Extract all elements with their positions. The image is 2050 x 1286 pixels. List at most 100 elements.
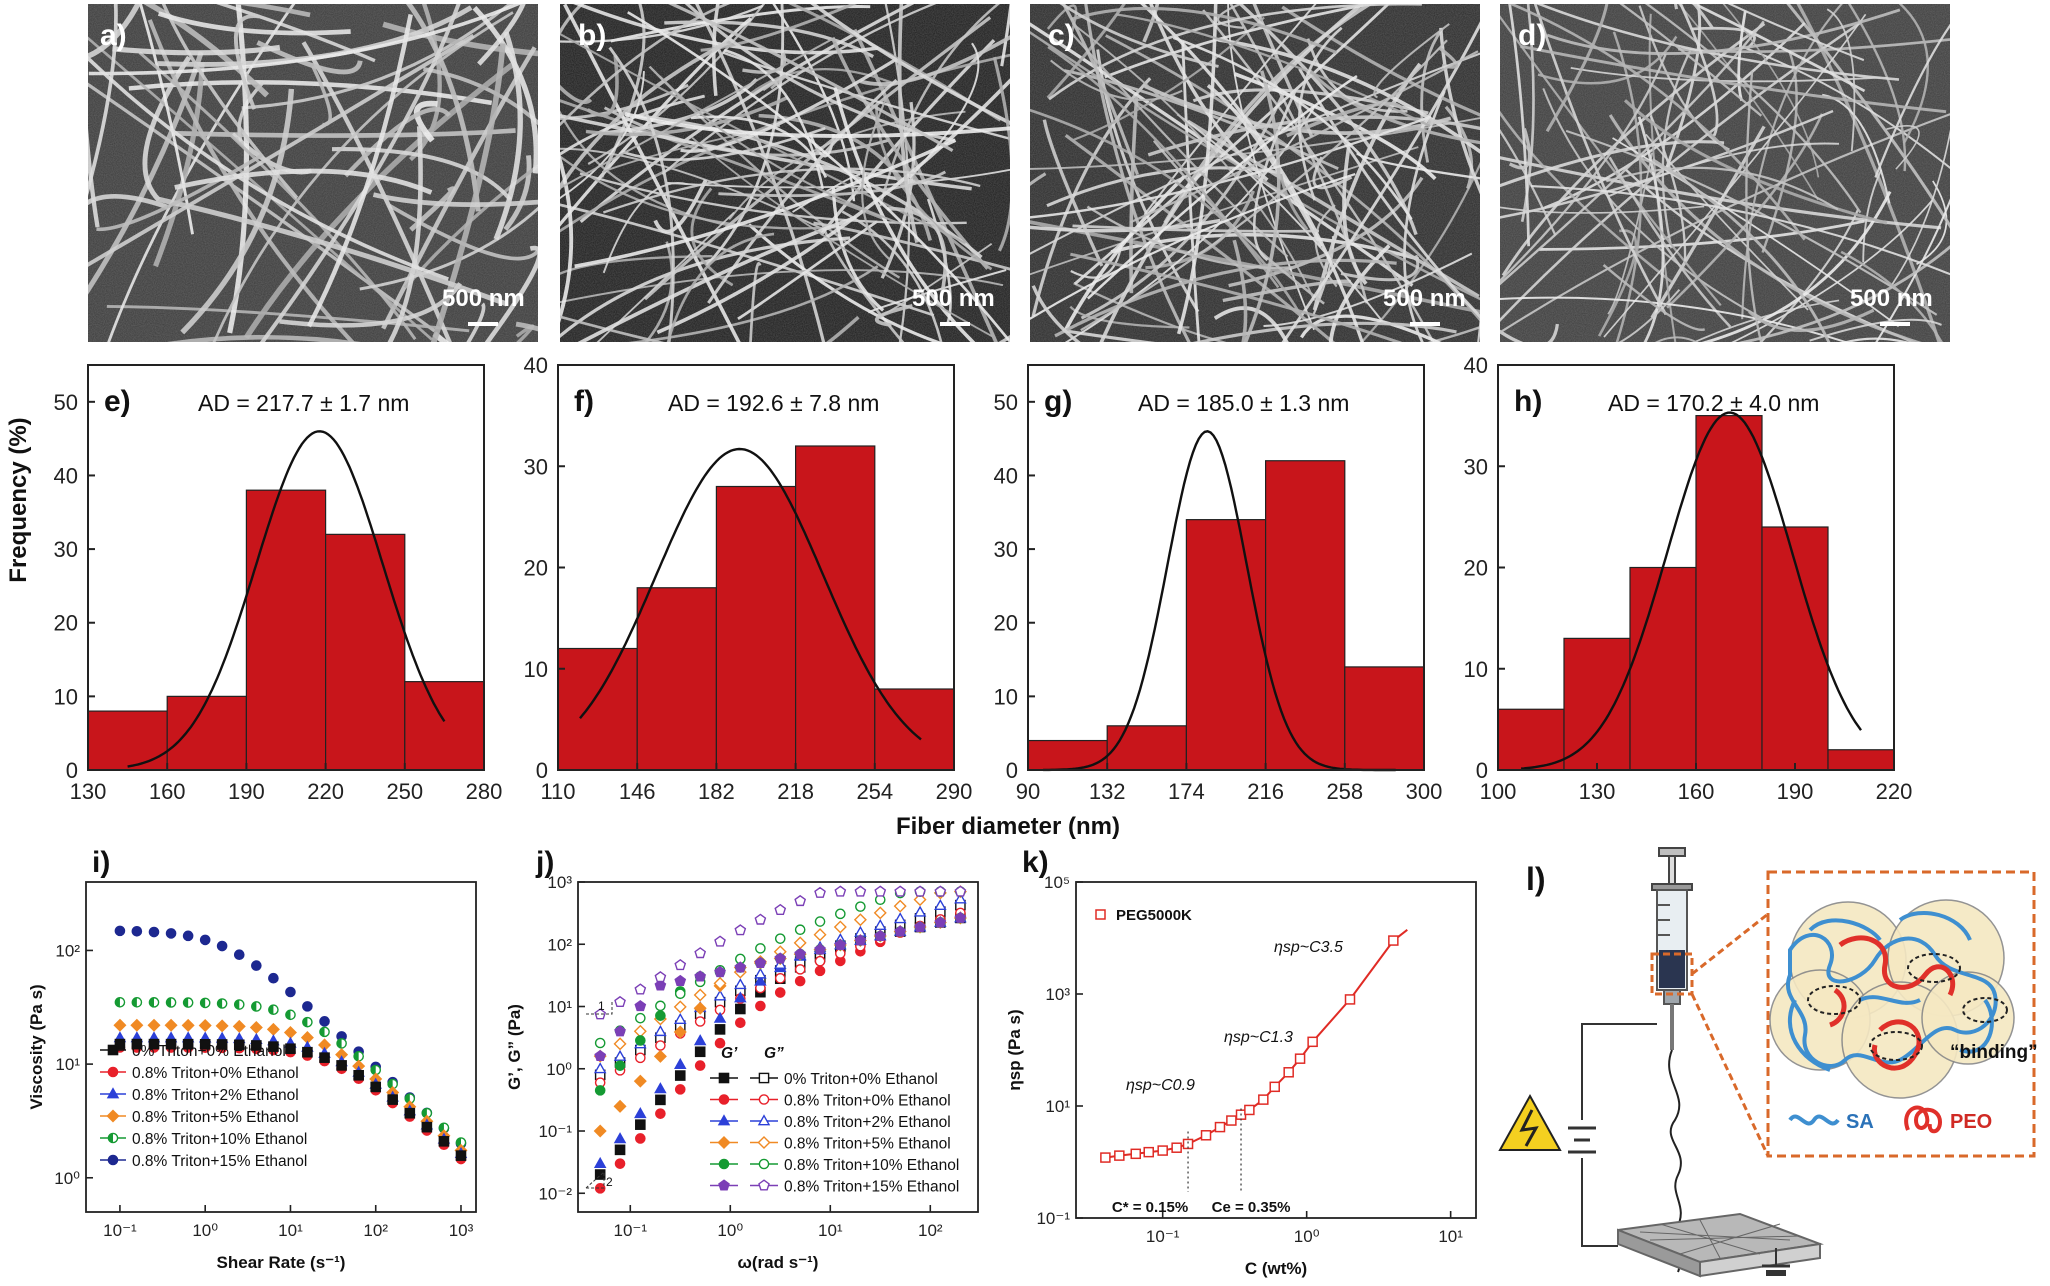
data-point	[758, 1072, 770, 1084]
x-tick-label: 100	[1480, 779, 1517, 804]
data-point	[717, 1114, 731, 1126]
scaling-label: ηsp~C3.5	[1274, 939, 1343, 956]
y-tick-label: 10	[524, 657, 548, 682]
data-point	[714, 935, 726, 947]
histogram-bar	[558, 647, 638, 770]
data-point	[1244, 1104, 1255, 1116]
circuit-wire	[1581, 1023, 1657, 1120]
data-point	[614, 1060, 626, 1071]
data-point	[113, 1018, 127, 1032]
x-tick-label: 160	[149, 779, 186, 804]
binding-label: “binding”	[1950, 1042, 2038, 1063]
data-point	[894, 885, 907, 897]
data-point	[718, 1094, 730, 1105]
data-point	[893, 899, 907, 913]
data-point	[181, 1018, 195, 1032]
data-point	[131, 1038, 143, 1050]
data-point	[694, 1016, 706, 1027]
legend-entry: PEG5000K	[1116, 907, 1192, 924]
data-point	[164, 1018, 178, 1032]
data-point	[693, 1034, 707, 1046]
schematic-letter: l)	[1526, 861, 1546, 897]
data-point	[613, 1049, 627, 1061]
electrospinning-schematic: l)	[1498, 847, 2038, 1278]
data-point	[855, 901, 866, 912]
data-point	[1258, 1094, 1269, 1105]
data-point	[285, 1043, 296, 1055]
data-point	[814, 916, 826, 927]
legend-entry: 0.8% Triton+0% Ethanol	[132, 1065, 299, 1082]
data-point	[455, 1150, 467, 1161]
data-point	[794, 975, 806, 987]
data-point	[233, 999, 245, 1010]
data-point	[251, 1001, 262, 1012]
plot-frame	[1027, 364, 1425, 771]
marker-fill	[285, 1010, 291, 1020]
legend-entry: 0.8% Triton+15% Ethanol	[784, 1179, 959, 1196]
data-point	[266, 1022, 280, 1036]
x-tick-label: 218	[777, 779, 814, 804]
histogram-bar	[1629, 566, 1697, 770]
data-point	[655, 1000, 666, 1012]
fiber	[166, 334, 361, 342]
data-point	[654, 979, 667, 991]
histogram-bar	[166, 695, 247, 770]
data-point	[593, 1062, 607, 1074]
data-point	[613, 1132, 627, 1144]
data-point	[613, 1099, 627, 1113]
y-tick-label: 30	[54, 537, 78, 562]
data-point	[754, 974, 767, 986]
x-tick-label: 10⁻¹	[1146, 1227, 1180, 1246]
y-tick-label: 10⁻²	[538, 1184, 572, 1203]
y-tick-label: 10⁻¹	[538, 1122, 572, 1141]
x-tick-label: 10²	[363, 1221, 388, 1240]
data-point	[319, 1052, 330, 1063]
fiber	[1842, 337, 1910, 342]
y-tick-label: 30	[524, 454, 548, 479]
data-point	[148, 926, 160, 938]
series-4	[114, 996, 467, 1148]
sem-panel-d-scale: 500 nm	[1850, 285, 1933, 312]
x-tick-label: 280	[466, 779, 503, 804]
data-point	[114, 1038, 126, 1050]
data-point	[734, 991, 747, 1003]
data-point	[655, 1010, 666, 1021]
sem-grain	[560, 4, 1010, 342]
data-point	[635, 1052, 646, 1064]
fiber	[1012, 0, 1025, 243]
data-point	[114, 996, 126, 1008]
data-point	[594, 1085, 606, 1096]
data-point	[594, 1049, 607, 1062]
data-point	[635, 1119, 646, 1130]
y-tick-label: 0	[1476, 758, 1488, 783]
data-point	[758, 1094, 770, 1105]
data-point	[614, 1025, 626, 1037]
data-point	[774, 933, 786, 944]
sem-micrograph-d	[1500, 4, 1950, 342]
data-point	[216, 998, 228, 1009]
slope-label: 2	[606, 1175, 613, 1189]
y-tick-label: 30	[1464, 454, 1488, 479]
data-point	[774, 973, 786, 984]
histogram-bar	[245, 489, 327, 770]
sem-grain	[88, 4, 538, 342]
sem-panel-d-letter: d)	[1518, 19, 1546, 52]
x-tick-label: 132	[1089, 779, 1126, 804]
data-point	[654, 1082, 667, 1094]
y-tick-label: 20	[1464, 556, 1488, 581]
data-point	[198, 1019, 212, 1033]
y-tick-label: 10²	[55, 941, 80, 960]
data-point	[1294, 1053, 1306, 1064]
y-tick-label: 0	[66, 758, 78, 783]
y-tick-label: 40	[54, 463, 78, 488]
panel-letter: j)	[535, 846, 554, 879]
bars	[1498, 415, 1894, 770]
data-point	[914, 885, 926, 897]
data-point	[634, 1106, 647, 1119]
data-point	[302, 1046, 313, 1058]
histogram-h: 100 130 160 190 220 0 10 20 30 40 h) AD = 170.2 ± 4…	[1464, 353, 1913, 804]
data-point	[233, 1039, 245, 1051]
sa-legend-icon	[1788, 1114, 1840, 1126]
data-point	[249, 1020, 263, 1034]
data-point	[199, 934, 211, 946]
